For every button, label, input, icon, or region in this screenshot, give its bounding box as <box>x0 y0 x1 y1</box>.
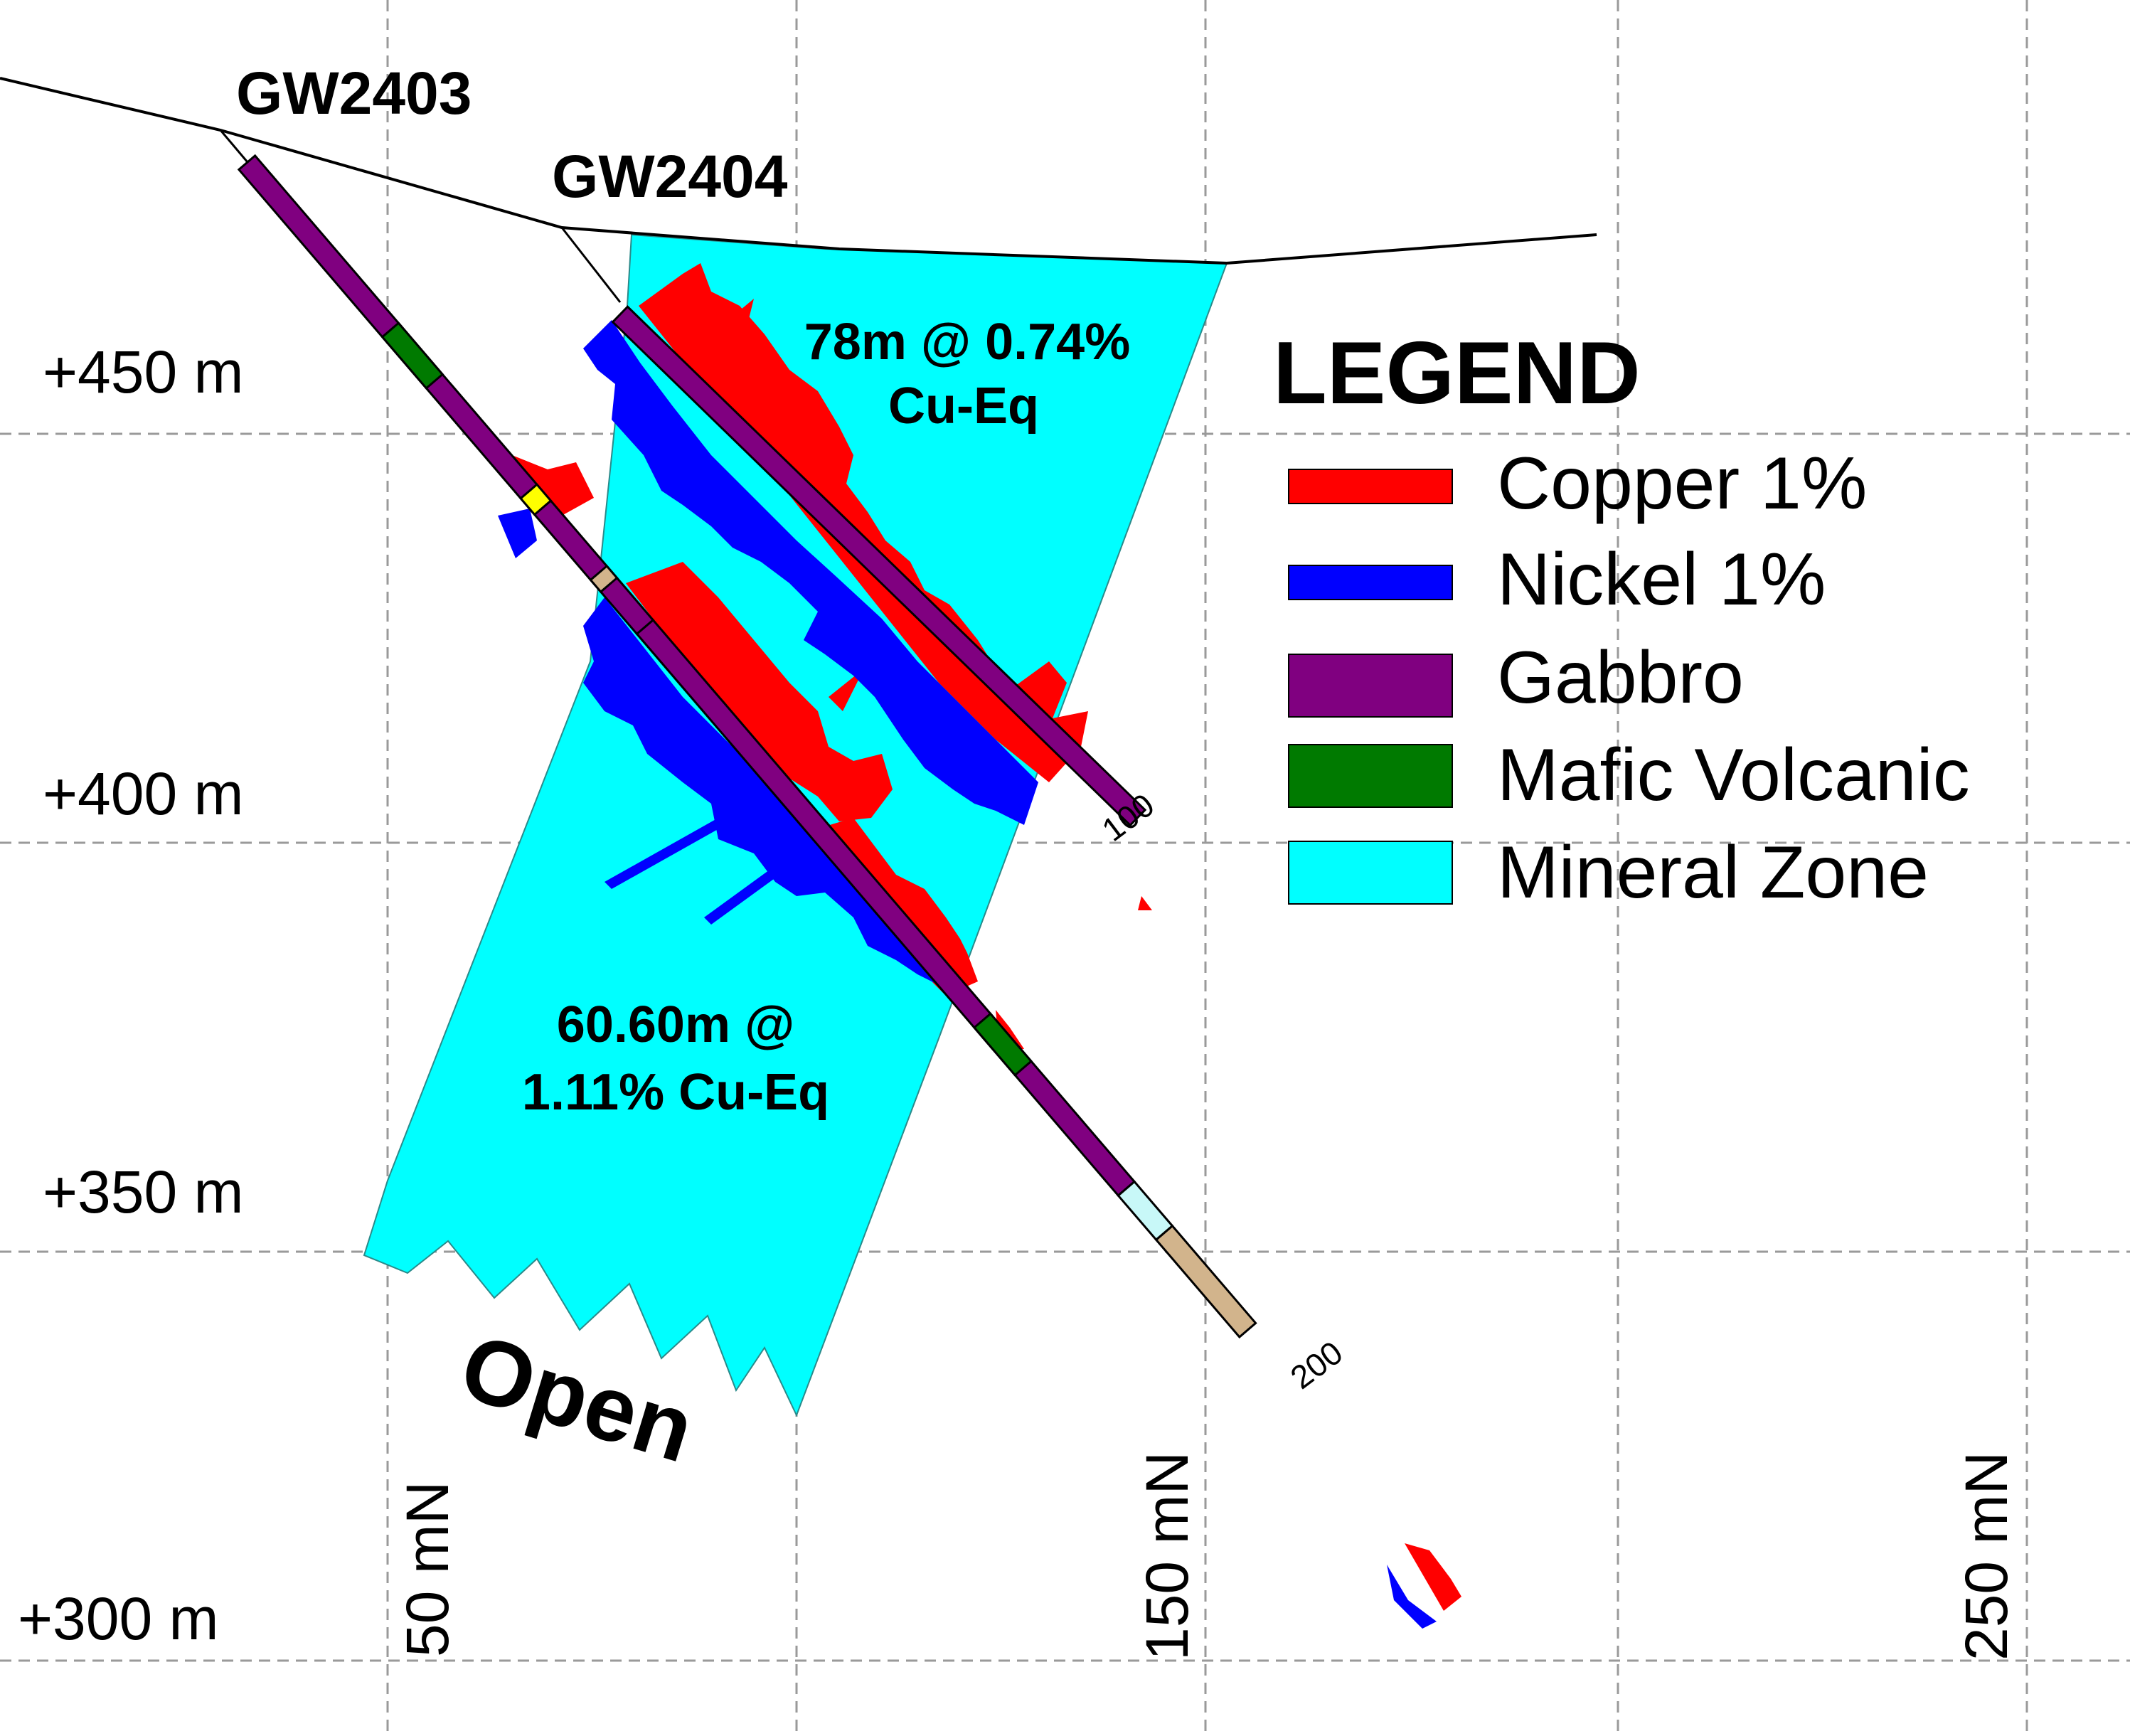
northing-label-250: 250 mN <box>1953 1452 2020 1661</box>
elevation-label-400: +400 m <box>43 760 244 827</box>
gw2403-light-zone <box>1117 1180 1174 1242</box>
drill-hole-gw2404 <box>611 305 1147 827</box>
legend-swatch-copper <box>1288 469 1453 504</box>
intercept-lower-line2: 1.11% Cu-Eq <box>522 1064 829 1121</box>
legend-swatch-gabbro <box>1288 654 1453 718</box>
gw2403-tan-segment <box>589 564 619 594</box>
hole-label-gw2403: GW2403 <box>236 60 472 127</box>
gw2403-overburden <box>1154 1224 1257 1339</box>
legend-label-mineral-zone: Mineral Zone <box>1497 831 1929 914</box>
legend-label-gabbro: Gabbro <box>1497 637 1744 719</box>
northing-label-50: 50 mN <box>394 1481 461 1657</box>
gw2403-gabbro-upper <box>237 154 655 636</box>
elevation-label-450: +450 m <box>43 339 244 405</box>
collar-line-gw2403 <box>219 129 249 163</box>
legend-swatch-mineral-zone <box>1288 841 1453 905</box>
elevation-label-300: +300 m <box>18 1585 219 1652</box>
gw2403-mafic-volcanic-lower <box>972 1012 1033 1077</box>
legend-label-mafic-volcanic: Mafic Volcanic <box>1497 734 1970 816</box>
elevation-label-350: +350 m <box>43 1159 244 1225</box>
topography-line <box>0 77 1597 265</box>
gw2403-mafic-volcanic-upper <box>380 321 444 390</box>
hole-label-gw2404: GW2404 <box>552 143 788 210</box>
legend-title: LEGEND <box>1273 324 1641 422</box>
intercept-upper-line1: 78m @ 0.74% <box>804 314 1130 371</box>
gw2403-yellow-segment <box>519 483 553 516</box>
gw2404-gabbro <box>611 305 1147 827</box>
drill-hole-gw2403 <box>237 154 1257 1339</box>
intercept-upper-line2: Cu-Eq <box>888 378 1039 435</box>
nickel-histogram <box>498 320 1437 1629</box>
intercept-lower-line1: 60.60m @ <box>557 996 794 1053</box>
collar-line-gw2404 <box>560 227 622 303</box>
legend-swatch-mafic-volcanic <box>1288 744 1453 808</box>
northing-label-150: 150 mN <box>1134 1452 1200 1661</box>
legend-label-copper: Copper 1% <box>1497 442 1867 525</box>
legend: LEGEND Copper 1% Nickel 1% Gabbro Mafic … <box>1273 324 1970 914</box>
depth-mark-200: 200 <box>1284 1333 1350 1396</box>
legend-label-nickel: Nickel 1% <box>1497 538 1826 621</box>
legend-swatch-nickel <box>1288 565 1453 600</box>
